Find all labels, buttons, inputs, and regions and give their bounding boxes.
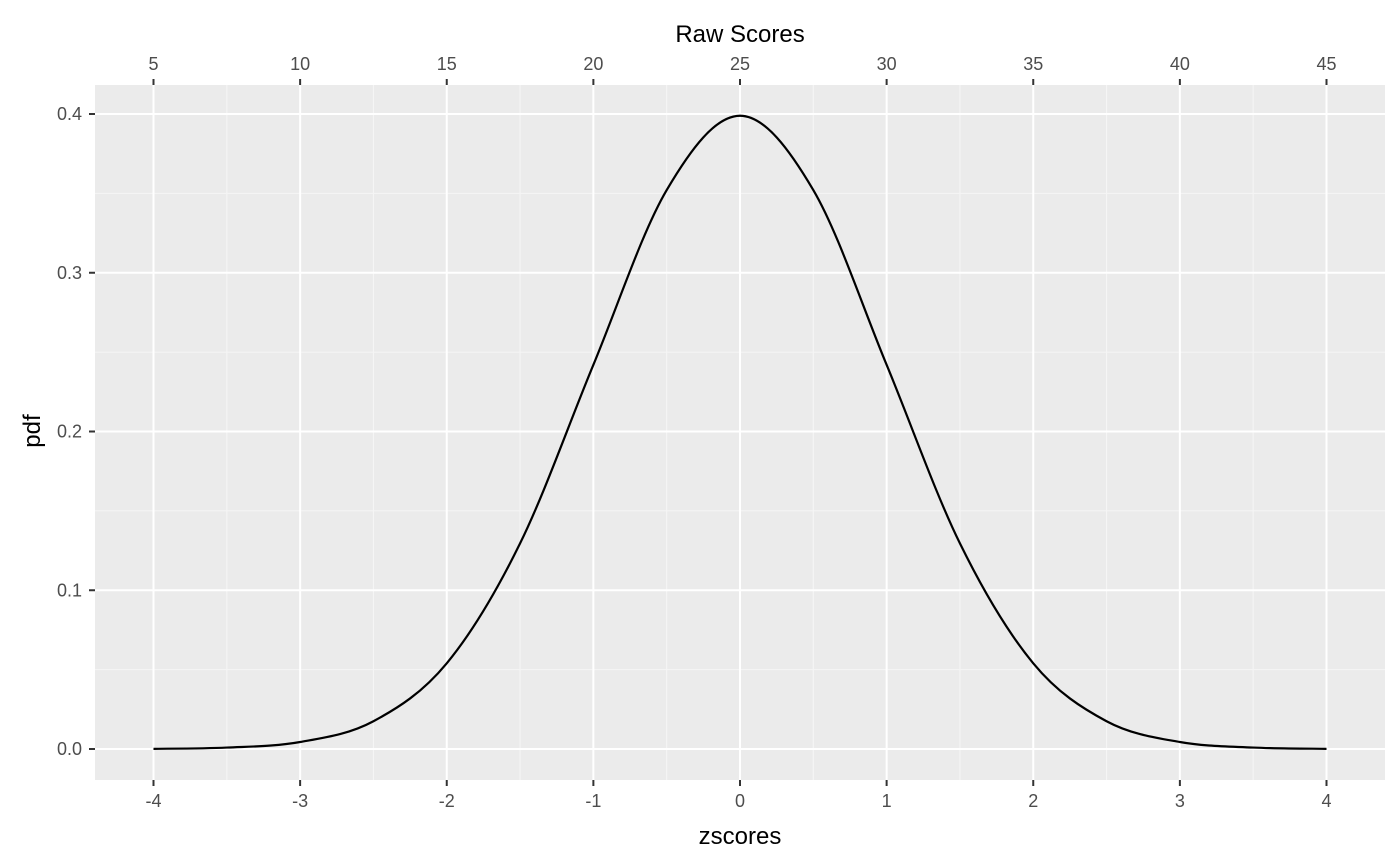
x-axis-title: zscores xyxy=(699,823,782,850)
y-tick-label: 0.0 xyxy=(57,739,82,759)
x-tick-label: -2 xyxy=(439,791,455,811)
axis-ticks xyxy=(89,79,1328,786)
y-tick-label: 0.1 xyxy=(57,580,82,600)
x-tick-label: 3 xyxy=(1175,791,1185,811)
secondary-x-tick-label: 15 xyxy=(437,54,457,74)
secondary-x-axis-title: Raw Scores xyxy=(675,21,804,48)
x-tick-label: 2 xyxy=(1028,791,1038,811)
y-tick-label: 0.4 xyxy=(57,104,82,124)
secondary-x-tick-label: 20 xyxy=(583,54,603,74)
secondary-x-tick-label: 25 xyxy=(730,54,750,74)
y-tick-label: 0.3 xyxy=(57,263,82,283)
density-curve-line xyxy=(153,114,1327,750)
x-tick-label: 4 xyxy=(1321,791,1331,811)
x-tick-label: 1 xyxy=(882,791,892,811)
y-tick-label: 0.2 xyxy=(57,422,82,442)
secondary-x-tick-label: 35 xyxy=(1023,54,1043,74)
axis-tick-labels: -4 -3 -2 -1 0 1 2 3 45 10 15 20 25 30 35 40 450.00.10.20… xyxy=(57,54,1337,811)
x-tick-label: -1 xyxy=(585,791,601,811)
secondary-x-tick-label: 30 xyxy=(877,54,897,74)
secondary-x-tick-label: 45 xyxy=(1316,54,1336,74)
x-tick-label: -3 xyxy=(292,791,308,811)
secondary-x-tick-label: 10 xyxy=(290,54,310,74)
secondary-x-tick-label: 40 xyxy=(1170,54,1190,74)
y-axis-title: pdf xyxy=(19,414,46,448)
x-tick-label: 0 xyxy=(735,791,745,811)
secondary-x-tick-label: 5 xyxy=(148,54,158,74)
x-tick-label: -4 xyxy=(145,791,161,811)
